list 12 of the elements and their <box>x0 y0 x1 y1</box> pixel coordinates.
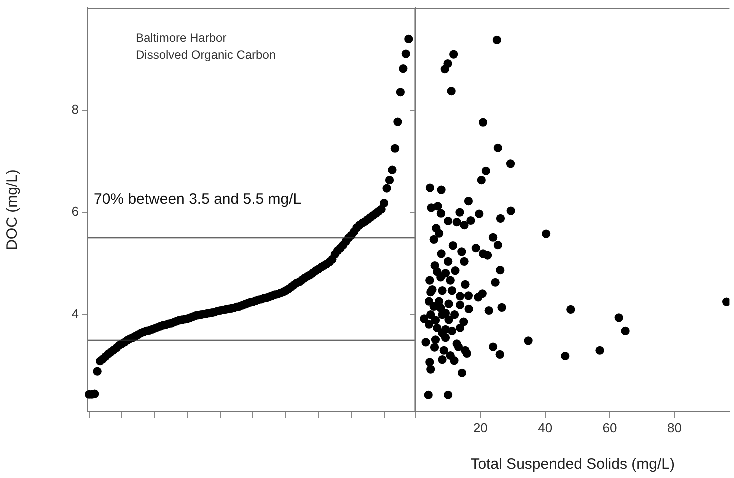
text: Dissolved Organic Carbon <box>136 48 276 62</box>
y-tick-label: 6 <box>72 204 79 220</box>
x-tick-label: 20 <box>473 420 488 436</box>
y-axis-title: DOC (mg/L) <box>4 170 22 250</box>
y-tick-label: 4 <box>72 306 79 322</box>
annotation: 70% between 3.5 and 5.5 mg/L <box>94 191 302 208</box>
y-tick-label: 8 <box>72 102 79 117</box>
x-axis-title: Total Suspended Solids (mg/L) <box>470 456 675 474</box>
x-tick-label: 80 <box>667 420 682 436</box>
text: Baltimore Harbor <box>136 31 227 45</box>
x-tick-label: 40 <box>538 420 553 436</box>
x-tick-label: 60 <box>602 420 618 436</box>
